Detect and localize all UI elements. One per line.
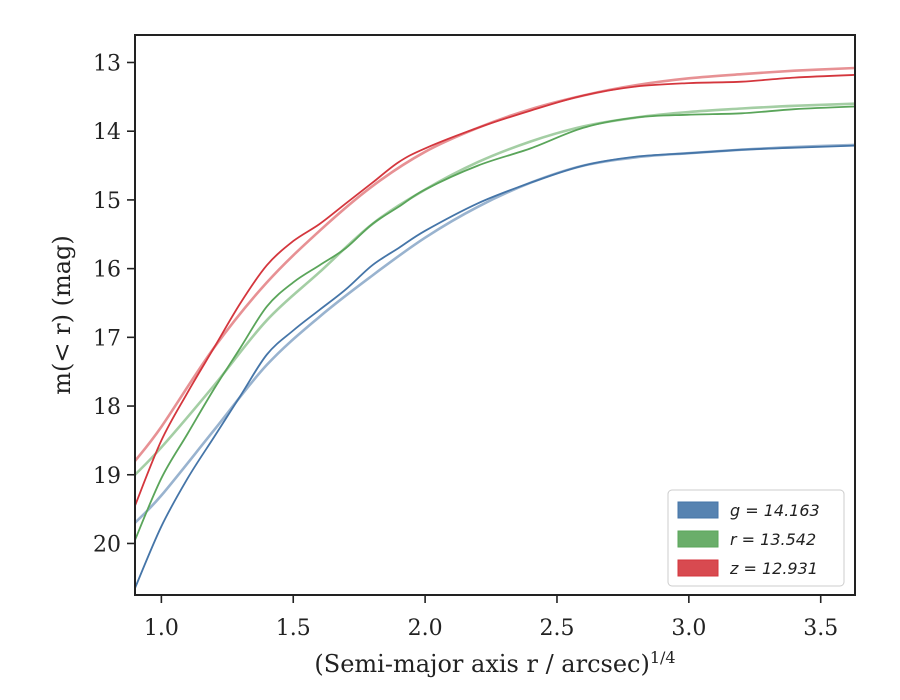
x-tick-label: 2.0 [408,616,443,641]
legend-swatch-z [677,559,719,577]
y-axis-label: m(< r) (mag) [48,235,76,394]
legend-swatch-r [677,530,719,548]
y-tick-label: 19 [93,464,121,489]
data-line-g [135,144,855,589]
y-tick-label: 13 [93,51,121,76]
y-tick-label: 17 [93,326,121,351]
x-axis: 1.0 1.5 2.0 2.5 3.0 3.5 [144,595,838,641]
y-tick-label: 20 [93,532,121,557]
legend-label-z: z = 12.931 [729,559,818,578]
y-tick-label: 14 [93,120,121,145]
data-line-r [135,105,855,541]
y-tick-label: 15 [93,189,121,214]
model-line-g [135,143,855,524]
y-tick-label: 16 [93,258,121,283]
data-line-z [135,74,855,507]
series-lines [135,66,855,589]
x-tick-label: 2.5 [539,616,574,641]
x-axis-label-superscript: 1/4 [650,648,676,667]
legend-label-r: r = 13.542 [730,530,816,549]
x-tick-label: 1.5 [276,616,311,641]
legend: g = 14.163 r = 13.542 z = 12.931 [667,489,845,587]
legend-label-g: g = 14.163 [730,501,820,520]
y-axis: 13 14 15 16 17 18 19 20 [93,51,135,557]
plot-frame [134,34,856,596]
model-line-z [135,66,855,462]
y-tick-label: 18 [93,395,121,420]
x-axis-label-main: (Semi-major axis r / arcsec) [314,650,649,678]
x-tick-label: 3.5 [803,616,838,641]
legend-swatch-g [677,501,719,519]
x-tick-label: 3.0 [671,616,706,641]
x-tick-label: 1.0 [144,616,179,641]
x-axis-label: (Semi-major axis r / arcsec)1/4 [314,648,675,679]
